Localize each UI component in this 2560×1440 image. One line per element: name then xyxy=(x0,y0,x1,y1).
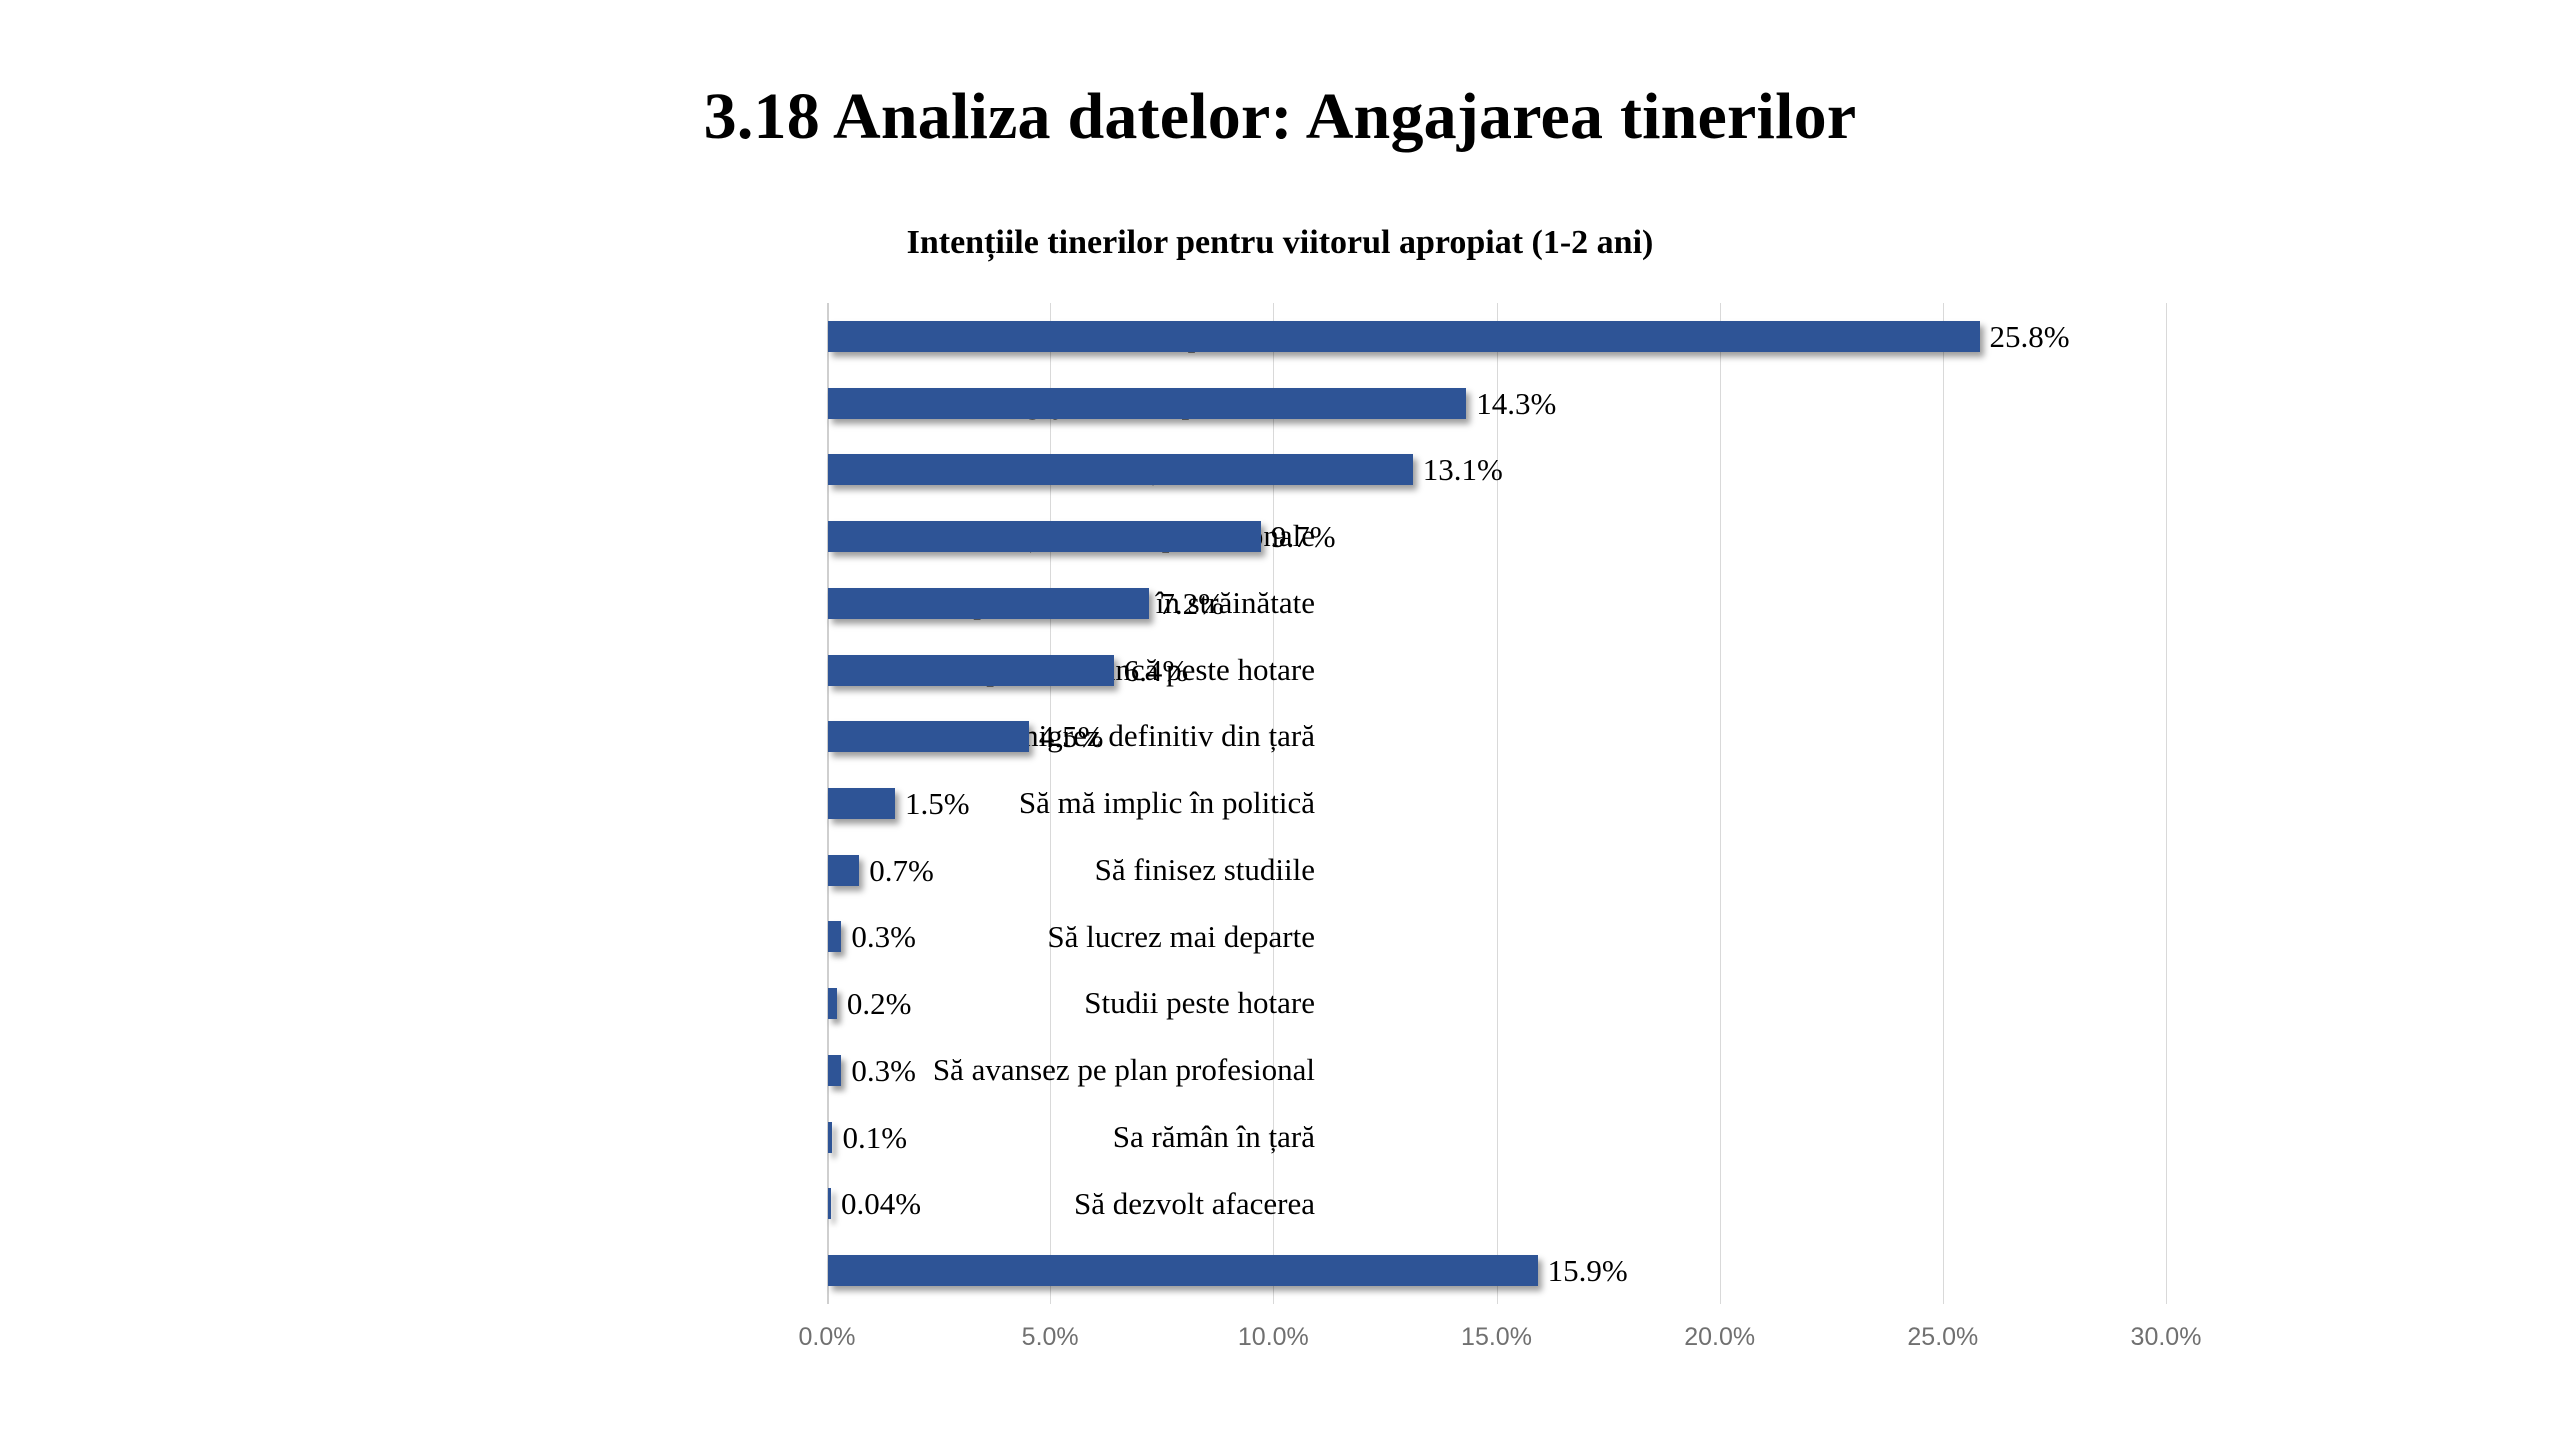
bar[interactable] xyxy=(828,320,1980,352)
data-label: 1.5% xyxy=(904,785,970,821)
bar[interactable] xyxy=(828,587,1150,619)
category-label: Să finisez studiile xyxy=(1094,851,1315,887)
gridline xyxy=(1719,303,1721,1304)
bar[interactable] xyxy=(828,387,1467,419)
category-label: Studii peste hotare xyxy=(1084,985,1315,1021)
bar-fill xyxy=(828,320,1980,352)
bar[interactable] xyxy=(828,521,1261,553)
plot-area: 0.0% 5.0% 10.0% 15.0% 20.0% 25.0% 30.0% Să urm… xyxy=(799,303,2201,1351)
bar[interactable] xyxy=(828,1255,1538,1287)
bar-fill xyxy=(828,921,842,953)
x-tick-label: 10.0% xyxy=(1237,1323,1309,1351)
x-tick-label: 0.0% xyxy=(798,1323,856,1351)
bar[interactable] xyxy=(828,854,860,886)
bar-fill xyxy=(828,521,1261,553)
data-label: 13.1% xyxy=(1422,452,1503,488)
bar-row: Să plec la muncă peste hotare 6.4% xyxy=(827,637,2166,704)
bar-fill xyxy=(828,454,1413,486)
gridline xyxy=(2166,303,2167,1304)
bar-row: Nu sunt decis15.9% xyxy=(827,1237,2166,1304)
bar-fill xyxy=(828,1255,1538,1287)
bar-row: Să lucrez mai departe 0.3% xyxy=(827,904,2166,971)
bar-fill xyxy=(828,787,895,819)
gridline xyxy=(1050,303,1052,1304)
bar-fill xyxy=(828,854,860,886)
x-tick-label: 20.0% xyxy=(1684,1323,1756,1351)
bar-fill xyxy=(828,387,1467,419)
gridline xyxy=(1942,303,1944,1304)
data-label: 0.3% xyxy=(851,919,916,955)
bar-row: Să dezvolt afacerea 0.04% xyxy=(827,1171,2166,1238)
x-tick-label: 30.0% xyxy=(2130,1323,2202,1351)
data-label: 15.9% xyxy=(1547,1253,1628,1289)
data-label: 4.5% xyxy=(1038,719,1104,755)
category-label: Sa rămân în țară xyxy=(1112,1118,1315,1154)
data-label: 0.04% xyxy=(841,1186,922,1222)
category-label: Să mă implic în politică xyxy=(1018,785,1315,821)
data-label: 0.2% xyxy=(846,986,912,1022)
bar-row: Să avansez pe plan profesional 0.3% xyxy=(827,1037,2166,1104)
bar-row: Să finisez studiile 0.7% xyxy=(827,837,2166,904)
bar-row: Studii peste hotare 0.2% xyxy=(827,970,2166,1037)
bar-row: Să inițiez o afacere13.1% xyxy=(827,436,2166,503)
bar-fill xyxy=(828,654,1114,686)
page-title: 3.18 Analiza datelor: Angajarea tinerilo… xyxy=(703,80,1857,154)
bar[interactable] xyxy=(828,988,837,1020)
bar-row: Să emigrez definitiv din țară 4.5% xyxy=(827,703,2166,770)
bar[interactable] xyxy=(828,921,842,953)
category-label: Să avansez pe plan profesional xyxy=(932,1052,1315,1088)
bar[interactable] xyxy=(828,1188,831,1220)
category-label: Să lucrez mai departe xyxy=(1047,918,1315,954)
chart-title: Intențiile tinerilor pentru viitorul apr… xyxy=(906,224,1654,261)
bar-row: Să mă implic în politică 1.5% xyxy=(827,770,2166,837)
bar-fill xyxy=(828,587,1150,619)
data-label: 7.2% xyxy=(1159,585,1224,621)
bar-fill xyxy=(828,1188,831,1220)
bar-row: Să urmez o specialitate25.8% xyxy=(827,303,2166,370)
bar[interactable] xyxy=(828,721,1029,753)
x-tick-label: 15.0% xyxy=(1461,1323,1532,1351)
data-label: 0.3% xyxy=(851,1052,916,1088)
bar[interactable] xyxy=(828,654,1114,686)
data-label: 14.3% xyxy=(1476,385,1557,421)
bar-row: Sa rămân în țară 0.1% xyxy=(827,1104,2166,1171)
data-label: 0.1% xyxy=(842,1119,908,1155)
bar-row: Să urmez niște cursuri profesionale9.7% xyxy=(827,503,2166,570)
bar-fill xyxy=(828,1054,842,1086)
gridline xyxy=(1496,303,1498,1304)
bar-fill xyxy=(828,721,1029,753)
bar[interactable] xyxy=(828,1054,842,1086)
data-label: 0.7% xyxy=(869,852,934,888)
bar-row: Să mă angajez în câmpul muncii14.3% xyxy=(827,370,2166,437)
bar-fill xyxy=(828,1121,833,1153)
bar-fill xyxy=(828,988,837,1020)
bar[interactable] xyxy=(828,787,895,819)
bar[interactable] xyxy=(828,454,1413,486)
bar-chart: Intențiile tinerilor pentru viitorul apr… xyxy=(0,196,2560,1376)
x-tick-label: 25.0% xyxy=(1907,1323,1979,1351)
gridline xyxy=(1273,303,1275,1304)
data-label: 6.4% xyxy=(1123,652,1189,688)
x-tick-label: 5.0% xyxy=(1021,1323,1079,1351)
data-label: 9.7% xyxy=(1270,519,1336,555)
data-label: 25.8% xyxy=(1989,318,2070,354)
category-label: Să dezvolt afacerea xyxy=(1074,1185,1315,1221)
bar[interactable] xyxy=(828,1121,833,1153)
